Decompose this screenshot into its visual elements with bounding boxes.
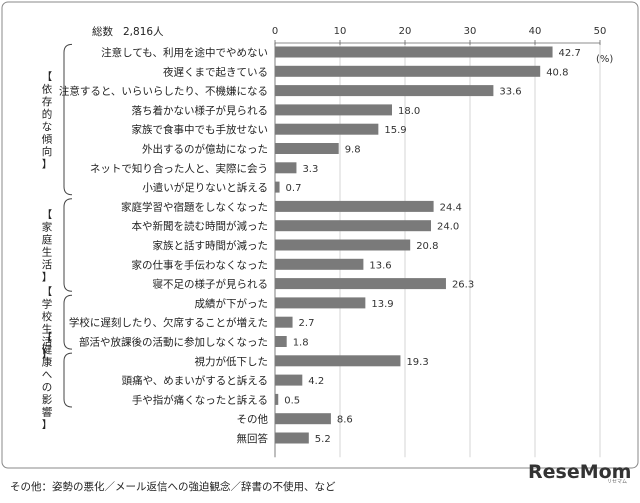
bar (275, 413, 331, 425)
category-label: 無回答 (237, 432, 269, 445)
category-label: 小遣いが足りないと訴える (142, 181, 268, 194)
category-label: 成績が下がった (195, 297, 269, 310)
bar (275, 200, 434, 212)
value-label: 19.3 (406, 357, 428, 368)
x-tick-label: 50 (594, 26, 607, 37)
x-tick-label: 30 (464, 26, 477, 37)
value-label: 18.0 (398, 106, 420, 117)
bar (275, 220, 431, 232)
x-tick-label: 0 (272, 26, 278, 37)
value-label: 13.9 (371, 299, 393, 310)
category-label: 夜遅くまで起きている (163, 65, 268, 78)
value-label: 15.9 (384, 125, 406, 136)
category-label: 手や指が痛くなったと訴える (132, 393, 268, 406)
category-label: 家庭学習や宿題をしなくなった (121, 200, 268, 213)
group-brace (63, 294, 73, 350)
bar (275, 297, 366, 309)
group-label: 【健康への影響】 (42, 331, 53, 431)
x-tick-label: 40 (529, 26, 542, 37)
bar (275, 123, 379, 135)
value-label: 0.5 (284, 395, 300, 406)
category-label: その他 (237, 413, 269, 426)
unit-label: (%) (596, 54, 613, 65)
category-label: 学校に遅刻したり、欠席することが増えた (69, 316, 268, 329)
x-tick-label: 10 (334, 26, 347, 37)
category-label: 家の仕事を手伝わなくなった (132, 258, 269, 271)
value-label: 40.8 (546, 67, 568, 78)
logo: ReseMom (528, 461, 631, 483)
category-label: 部活や放課後の活動に参加しなくなった (79, 336, 268, 349)
category-label: 家族と話す時間が減った (153, 239, 269, 252)
bar (275, 374, 303, 386)
x-tick-label: 20 (399, 26, 412, 37)
value-label: 5.2 (315, 434, 331, 445)
value-label: 24.0 (437, 222, 459, 233)
value-label: 2.7 (299, 318, 315, 329)
category-label: 本や新聞を読む時間が減った (132, 220, 269, 233)
category-label: 外出するのが億劫になった (142, 143, 268, 156)
category-labels: 注意しても、利用を途中でやめない夜遅くまで起きている注意すると、いらいらしたり、… (59, 46, 269, 445)
footnote: その他：姿勢の悪化／メール返信への強迫観念／辞書の不使用、など (10, 480, 336, 493)
total-value: 2,816人 (123, 26, 164, 38)
value-label: 0.7 (286, 183, 302, 194)
bar (275, 239, 411, 251)
bar (275, 355, 401, 367)
category-label: 家族で食事中でも手放せない (132, 123, 269, 136)
category-label: 落ち着かない様子が見られる (132, 104, 269, 117)
value-label: 20.8 (416, 241, 438, 252)
bar (275, 393, 279, 405)
value-label: 8.6 (337, 415, 353, 426)
bar (275, 278, 446, 290)
value-label: 26.3 (452, 280, 474, 291)
value-label: 9.8 (345, 145, 361, 156)
group-label: 【学校生活】 (42, 286, 53, 361)
value-label: 42.7 (559, 48, 581, 59)
category-label: 視力が低下した (195, 355, 269, 368)
category-label: 頭痛や、めまいがすると訴える (122, 374, 268, 387)
bar (275, 65, 541, 77)
bar (275, 143, 339, 154)
group-label: 【依存的な傾向】 (42, 71, 53, 171)
value-label: 33.6 (499, 87, 521, 98)
group-label: 【家庭生活】 (42, 209, 53, 284)
value-label: 13.6 (369, 260, 391, 271)
category-label: 注意しても、利用を途中でやめない (101, 46, 268, 59)
bar (275, 104, 392, 116)
bar (275, 162, 297, 174)
logo-sub: リセマム (607, 479, 627, 485)
bar (275, 316, 293, 328)
value-labels: 42.7 40.8 33.6 18.0 15.9 9.8 3.30.7 24.4 24.0 20.… (284, 48, 581, 445)
group-brace (63, 198, 73, 292)
value-label: 3.3 (302, 164, 318, 175)
category-label: ネットで知り合った人と、実際に会う (90, 162, 268, 175)
total-label: 総数 (92, 25, 113, 38)
x-tick-labels: 0 10 20 30 40 50 (272, 26, 607, 37)
bar (275, 181, 280, 193)
chart-border (1, 1, 639, 469)
group-labels: 【依存的な傾向】【家庭生活】【学校生活】【健康への影響】 (42, 43, 73, 431)
group-brace (63, 352, 73, 408)
bars (275, 46, 553, 444)
bar (275, 432, 309, 444)
value-label: 1.8 (293, 338, 309, 349)
value-label: 4.2 (308, 376, 324, 387)
group-brace (63, 43, 73, 196)
value-label: 24.4 (440, 202, 462, 213)
bar (275, 85, 494, 97)
bar (275, 336, 287, 347)
bar (275, 258, 364, 270)
bar (275, 46, 553, 58)
category-label: 注意すると、いらいらしたり、不機嫌になる (59, 85, 268, 98)
category-label: 寝不足の様子が見られる (153, 278, 269, 291)
